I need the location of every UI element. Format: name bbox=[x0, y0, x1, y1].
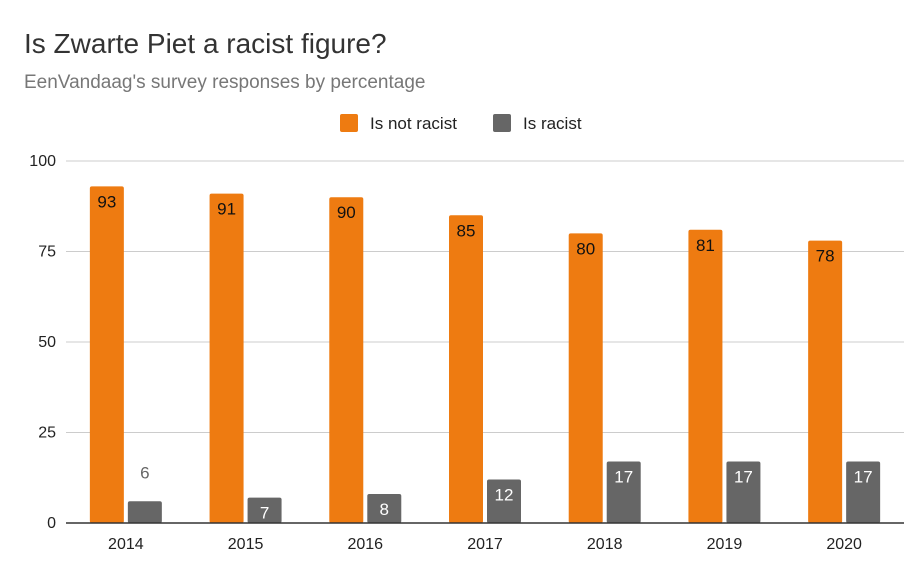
data-label-racist: 8 bbox=[380, 500, 389, 519]
bar-not-racist bbox=[808, 240, 843, 523]
bar-racist bbox=[846, 461, 881, 523]
data-label-not-racist: 78 bbox=[816, 247, 835, 266]
chart-title: Is Zwarte Piet a racist figure? bbox=[24, 28, 387, 59]
y-tick-label: 50 bbox=[38, 334, 56, 351]
bar-racist bbox=[247, 497, 282, 523]
bar-racist bbox=[487, 479, 521, 523]
data-label-racist: 17 bbox=[854, 467, 873, 486]
x-tick-label: 2019 bbox=[707, 536, 743, 553]
bar-racist bbox=[127, 501, 162, 523]
legend-swatch-not-racist bbox=[340, 114, 358, 132]
bar-not-racist bbox=[209, 193, 244, 523]
data-label-racist: 17 bbox=[734, 467, 753, 486]
x-tick-label: 2018 bbox=[587, 536, 623, 553]
data-label-not-racist: 93 bbox=[97, 192, 116, 211]
bar-racist bbox=[367, 494, 402, 523]
data-label-racist: 7 bbox=[260, 504, 269, 523]
bar-not-racist bbox=[568, 233, 603, 523]
chart-subtitle: EenVandaag's survey responses by percent… bbox=[24, 72, 426, 93]
x-tick-label: 2017 bbox=[467, 536, 503, 553]
bar-not-racist bbox=[329, 197, 364, 523]
x-tick-label: 2020 bbox=[826, 536, 862, 553]
data-label-not-racist: 85 bbox=[457, 221, 476, 240]
legend-label-not-racist: Is not racist bbox=[370, 114, 457, 133]
x-tick-label: 2014 bbox=[108, 536, 144, 553]
legend-swatch-racist bbox=[493, 114, 511, 132]
legend-label-racist: Is racist bbox=[523, 114, 582, 133]
y-tick-label: 100 bbox=[29, 153, 56, 170]
data-label-racist: 6 bbox=[140, 463, 149, 482]
data-label-not-racist: 90 bbox=[337, 203, 356, 222]
y-tick-label: 0 bbox=[47, 515, 56, 532]
bar-racist bbox=[726, 461, 761, 523]
data-label-not-racist: 81 bbox=[696, 236, 715, 255]
data-label-not-racist: 91 bbox=[217, 200, 236, 219]
bar-not-racist bbox=[449, 215, 483, 524]
bar-not-racist bbox=[688, 229, 723, 523]
y-tick-label: 75 bbox=[38, 244, 56, 261]
y-tick-label: 25 bbox=[38, 425, 56, 442]
bar-racist bbox=[606, 461, 641, 523]
x-tick-label: 2015 bbox=[228, 536, 264, 553]
data-label-not-racist: 80 bbox=[576, 239, 595, 258]
bar-not-racist bbox=[89, 186, 124, 523]
data-label-racist: 17 bbox=[614, 467, 633, 486]
x-tick-label: 2016 bbox=[347, 536, 383, 553]
data-label-racist: 12 bbox=[495, 486, 514, 505]
